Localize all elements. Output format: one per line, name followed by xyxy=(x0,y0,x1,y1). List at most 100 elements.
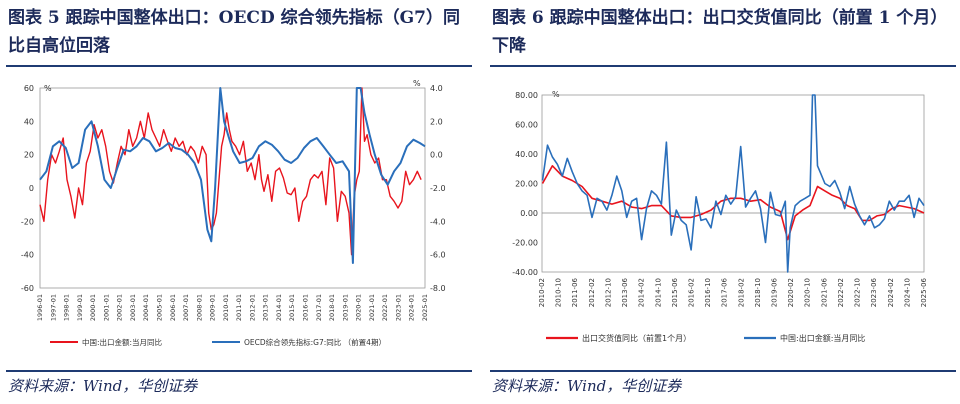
x-tick-label: 2008-01 xyxy=(195,294,203,321)
title-divider xyxy=(6,65,472,67)
x-tick-label: 2019-06 xyxy=(771,277,779,307)
x-tick-label: 2015-06 xyxy=(671,277,679,307)
x-tick-label: 2016-01 xyxy=(302,294,310,321)
y-left-tick-label: -20 xyxy=(21,217,34,226)
x-tick-label: 2012-02 xyxy=(588,278,596,307)
x-tick-label: 2011-01 xyxy=(235,294,243,321)
x-tick-label: 2024-02 xyxy=(887,278,895,307)
x-tick-label: 2010-01 xyxy=(222,294,230,321)
x-tick-label: 2025-01 xyxy=(421,294,429,321)
x-tick-label: 2018-10 xyxy=(754,278,762,307)
source-divider xyxy=(490,370,956,372)
x-tick-label: 2023-06 xyxy=(870,277,878,307)
figure-5-panel: 图表 5 跟踪中国整体出口：OECD 综合领先指标（G7）同比自高位回落 60 4… xyxy=(0,0,476,404)
title-divider xyxy=(490,65,956,67)
plot-frame xyxy=(541,94,925,273)
x-tick-label: 2022-01 xyxy=(381,294,389,321)
figure-5-title: 图表 5 跟踪中国整体出口：OECD 综合领先指标（G7）同比自高位回落 xyxy=(8,8,460,56)
x-tick-label: 2004-01 xyxy=(142,294,150,321)
legend-label-oecd-cli: OECD综合领先指标:G7:同比 （前置4期） xyxy=(244,337,386,347)
y-left-tick-label: 0 xyxy=(29,184,34,193)
x-tick-label: 2003-01 xyxy=(129,294,137,321)
x-tick-label: 2021-01 xyxy=(368,294,376,321)
y-right-tick-label: -2.0 xyxy=(430,184,446,193)
x-tick-label: 2001-01 xyxy=(102,294,110,321)
legend-label-china-export: 中国:出口金额:当月同比 xyxy=(780,333,865,343)
x-tick-label: 2024-10 xyxy=(903,278,911,307)
x-tick-label: 2014-10 xyxy=(654,278,662,307)
y-left-unit: % xyxy=(44,84,52,93)
y-tick-label: 80.00 xyxy=(515,91,538,100)
y-tick-label: -20.00 xyxy=(512,239,538,248)
x-tick-label: 2011-06 xyxy=(571,277,579,307)
x-tick-label: 2020-01 xyxy=(355,294,363,321)
y-unit: % xyxy=(552,90,560,99)
y-tick-label: 0.00 xyxy=(520,209,538,218)
x-tick-label: 2019-01 xyxy=(341,294,349,321)
x-tick-label: 2024-01 xyxy=(408,294,416,321)
y-left-tick-label: -40 xyxy=(21,251,34,260)
source-divider xyxy=(6,370,472,372)
y-right-tick-label: -6.0 xyxy=(430,251,446,260)
x-tick-label: 2021-06 xyxy=(820,277,828,307)
y-right-tick-label: 4.0 xyxy=(430,84,443,93)
x-tick-label: 1996-01 xyxy=(36,294,44,321)
figure-6-title: 图表 6 跟踪中国整体出口：出口交货值同比（前置 1 个月）下降 xyxy=(492,8,948,56)
x-tick-label: 2018-01 xyxy=(328,294,336,321)
legend-label-china-export: 中国:出口金额:当月同比 xyxy=(82,337,163,347)
y-right-tick-label: -8.0 xyxy=(430,284,446,293)
figure-6-source: 资料来源：Wind，华创证券 xyxy=(492,377,682,395)
x-tick-label: 1999-01 xyxy=(76,294,84,321)
figure-5-source: 资料来源：Wind，华创证券 xyxy=(8,377,198,395)
x-tick-label: 2009-01 xyxy=(209,294,217,321)
plot-frame xyxy=(39,87,426,289)
x-tick-label: 2010-02 xyxy=(538,278,546,307)
x-tick-label: 2020-02 xyxy=(787,278,795,307)
y-tick-label: 60.00 xyxy=(515,121,538,130)
y-left-tick-label: -60 xyxy=(21,284,34,293)
x-tick-label: 1997-01 xyxy=(49,294,57,321)
y-right-unit: % xyxy=(413,79,421,88)
x-tick-label: 2015-01 xyxy=(288,294,296,321)
x-tick-label: 2017-01 xyxy=(315,294,323,321)
x-tick-label: 2012-10 xyxy=(604,278,612,307)
x-tick-label: 2014-01 xyxy=(275,294,283,321)
figure-6-chart: 80.00 60.00 40.00 20.00 0.00 -20.00 -40.00% 201… xyxy=(512,90,928,343)
y-right-tick-label: 0.0 xyxy=(430,151,443,160)
series-line-china-export xyxy=(541,94,925,273)
x-tick-label: 2005-01 xyxy=(155,294,163,321)
legend-label-delivery-value: 出口交货值同比（前置1个月） xyxy=(582,333,691,343)
x-tick-label: 2002-01 xyxy=(116,294,124,321)
x-tick-label: 2022-02 xyxy=(837,278,845,307)
figure-6-panel: 图表 6 跟踪中国整体出口：出口交货值同比（前置 1 个月）下降 80.00 60… xyxy=(484,0,960,404)
x-tick-label: 2007-01 xyxy=(182,294,190,321)
y-right-tick-label: 2.0 xyxy=(430,117,443,126)
x-tick-label: 2025-06 xyxy=(920,277,928,307)
x-tick-label: 2012-01 xyxy=(248,294,256,321)
y-left-tick-label: 60 xyxy=(24,84,34,93)
x-tick-label: 2016-10 xyxy=(704,278,712,307)
x-tick-label: 2006-01 xyxy=(169,294,177,321)
x-tick-label: 2010-10 xyxy=(555,278,563,307)
series-line-china-export xyxy=(39,87,422,256)
x-tick-label: 2017-06 xyxy=(721,277,729,307)
x-tick-label: 2000-01 xyxy=(89,294,97,321)
y-tick-label: 40.00 xyxy=(515,150,538,159)
y-left-tick-label: 40 xyxy=(24,117,34,126)
x-tick-label: 2022-10 xyxy=(854,278,862,307)
x-tick-label: 2013-06 xyxy=(621,277,629,307)
x-tick-label: 2016-02 xyxy=(687,278,695,307)
x-tick-label: 2023-01 xyxy=(394,294,402,321)
y-left-tick-label: 20 xyxy=(24,151,34,160)
series-line-oecd-cli xyxy=(39,87,426,264)
y-tick-label: -40.00 xyxy=(512,268,538,277)
y-tick-label: 20.00 xyxy=(515,180,538,189)
x-tick-label: 2014-02 xyxy=(638,278,646,307)
figure-5-chart: 60 40 20 0 -20 -40 -60 4.0 2.0 0.0 -2.0 -4.0 -6.0 -8.… xyxy=(21,79,446,347)
x-tick-label: 2018-02 xyxy=(737,278,745,307)
x-tick-label: 1998-01 xyxy=(63,294,71,321)
x-tick-label: 2013-01 xyxy=(262,294,270,321)
x-tick-label: 2020-10 xyxy=(804,278,812,307)
series-line-delivery-value xyxy=(541,165,925,241)
y-right-tick-label: -4.0 xyxy=(430,217,446,226)
